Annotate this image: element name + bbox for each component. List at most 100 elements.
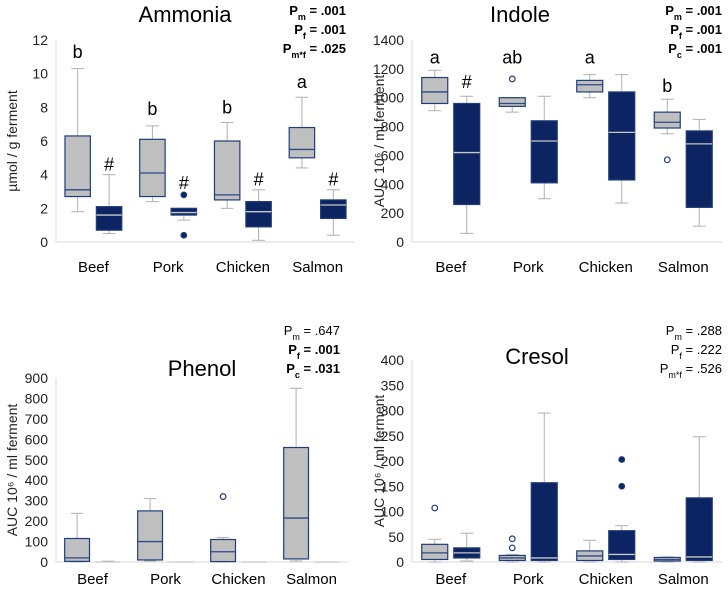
- box-iqr: [421, 76, 449, 105]
- p-value-stat: Pm = .288: [666, 323, 722, 342]
- p-value-stat: Pm*f = .526: [660, 361, 722, 380]
- y-axis-title: AUC 10⁶ / ml ferment: [4, 404, 20, 537]
- x-category-label: Pork: [513, 571, 544, 588]
- y-tick-label: 100: [25, 534, 49, 550]
- p-value-number: = .001: [306, 22, 346, 37]
- y-tick-label: 600: [381, 147, 405, 163]
- y-tick-label: 600: [25, 431, 49, 447]
- significance-annotation: b: [662, 76, 672, 96]
- significance-annotation: a: [430, 47, 441, 67]
- box-iqr: [653, 111, 681, 129]
- box-navy: [245, 189, 272, 241]
- p-value-number: = .001: [682, 41, 722, 56]
- p-value-label: P: [284, 323, 293, 338]
- significance-annotation: b: [147, 99, 157, 119]
- x-category-label: Salmon: [658, 571, 709, 588]
- box-iqr: [685, 130, 713, 208]
- box-gray: [421, 69, 449, 112]
- box-gray: [139, 125, 166, 203]
- y-tick-label: 800: [381, 119, 405, 135]
- p-value-label: P: [671, 342, 680, 357]
- p-value-subscript: m*f: [668, 370, 682, 380]
- x-category-label: Pork: [150, 571, 181, 588]
- p-value-subscript: f: [679, 31, 683, 41]
- p-value-stat: Pm*f = .025: [283, 41, 346, 60]
- chart-panel-indole: 0 200 400 600 800 1000 1200 1400 AUC 10⁶ / ml fe…: [371, 2, 722, 276]
- y-tick-label: 0: [396, 234, 404, 250]
- box-iqr: [320, 199, 347, 220]
- p-value-number: = .031: [300, 361, 340, 376]
- y-tick-label: 700: [25, 411, 49, 427]
- box-navy: [453, 95, 481, 234]
- box-iqr: [421, 543, 449, 561]
- box-iqr: [608, 91, 636, 181]
- y-tick-label: 100: [381, 504, 405, 520]
- chart-panel-ammonia: 0 2 4 6 8 10 12 µmol / g ferment Ammonia Pm = .00…: [4, 2, 355, 276]
- box-navy: [685, 436, 713, 563]
- box-iqr: [170, 207, 198, 216]
- p-value-stat: Pf = .001: [670, 22, 722, 41]
- box-iqr: [288, 126, 316, 159]
- y-tick-label: 900: [25, 370, 49, 386]
- y-tick-label: 500: [25, 452, 49, 468]
- x-category-label: Pork: [153, 259, 184, 276]
- chart-title: Phenol: [168, 356, 237, 381]
- x-category-label: Chicken: [579, 571, 633, 588]
- y-tick-label: 200: [381, 205, 405, 221]
- significance-annotation: #: [254, 170, 264, 190]
- p-value-label: P: [286, 361, 295, 376]
- outlier-point: [180, 231, 188, 239]
- box-navy: [685, 118, 713, 227]
- box-iqr: [64, 537, 91, 562]
- box-iqr: [283, 446, 310, 560]
- outlier-point: [431, 504, 439, 512]
- significance-annotation: #: [179, 173, 189, 193]
- box-iqr: [530, 482, 558, 562]
- y-tick-label: 400: [25, 472, 49, 488]
- p-value-label: P: [294, 22, 303, 37]
- chart-title: Ammonia: [139, 2, 233, 27]
- p-value-subscript: m: [674, 332, 682, 342]
- box-iqr: [210, 538, 237, 563]
- significance-annotation: a: [585, 47, 596, 67]
- x-category-label: Beef: [77, 571, 109, 588]
- box-navy: [320, 189, 347, 236]
- box-navy: [608, 74, 636, 204]
- p-value-number: = .001: [300, 342, 340, 357]
- p-value-number: = .001: [306, 3, 346, 18]
- p-value-number: = .647: [300, 323, 340, 338]
- box-iqr: [139, 138, 166, 198]
- y-tick-label: 4: [40, 167, 48, 183]
- outlier-point: [180, 191, 188, 199]
- box-iqr: [530, 120, 558, 184]
- box-gray: [653, 556, 681, 563]
- p-value-subscript: c: [295, 370, 300, 380]
- box-gray: [213, 121, 241, 209]
- p-value-label: P: [289, 3, 298, 18]
- outlier-point: [508, 75, 516, 83]
- x-category-label: Chicken: [216, 259, 270, 276]
- y-tick-label: 0: [40, 234, 48, 250]
- x-category-label: Beef: [78, 259, 110, 276]
- y-tick-label: 8: [40, 99, 48, 115]
- p-value-label: P: [670, 22, 679, 37]
- p-value-label: P: [660, 361, 669, 376]
- box-iqr: [498, 97, 526, 107]
- p-value-stat: Pm = .647: [284, 323, 340, 342]
- box-gray: [288, 96, 316, 169]
- p-value-subscript: m: [298, 12, 306, 22]
- outlier-point: [663, 156, 671, 164]
- box-gray: [498, 75, 526, 113]
- box-iqr: [608, 530, 636, 561]
- box-iqr: [685, 497, 713, 562]
- p-value-label: P: [288, 342, 297, 357]
- y-tick-label: 350: [381, 377, 405, 393]
- outlier-point: [508, 544, 516, 552]
- x-category-label: Beef: [435, 259, 467, 276]
- box-gray: [64, 68, 91, 213]
- p-value-number: = .001: [682, 22, 722, 37]
- y-tick-label: 2: [40, 200, 48, 216]
- y-tick-label: 400: [381, 176, 405, 192]
- x-category-label: Salmon: [658, 259, 709, 276]
